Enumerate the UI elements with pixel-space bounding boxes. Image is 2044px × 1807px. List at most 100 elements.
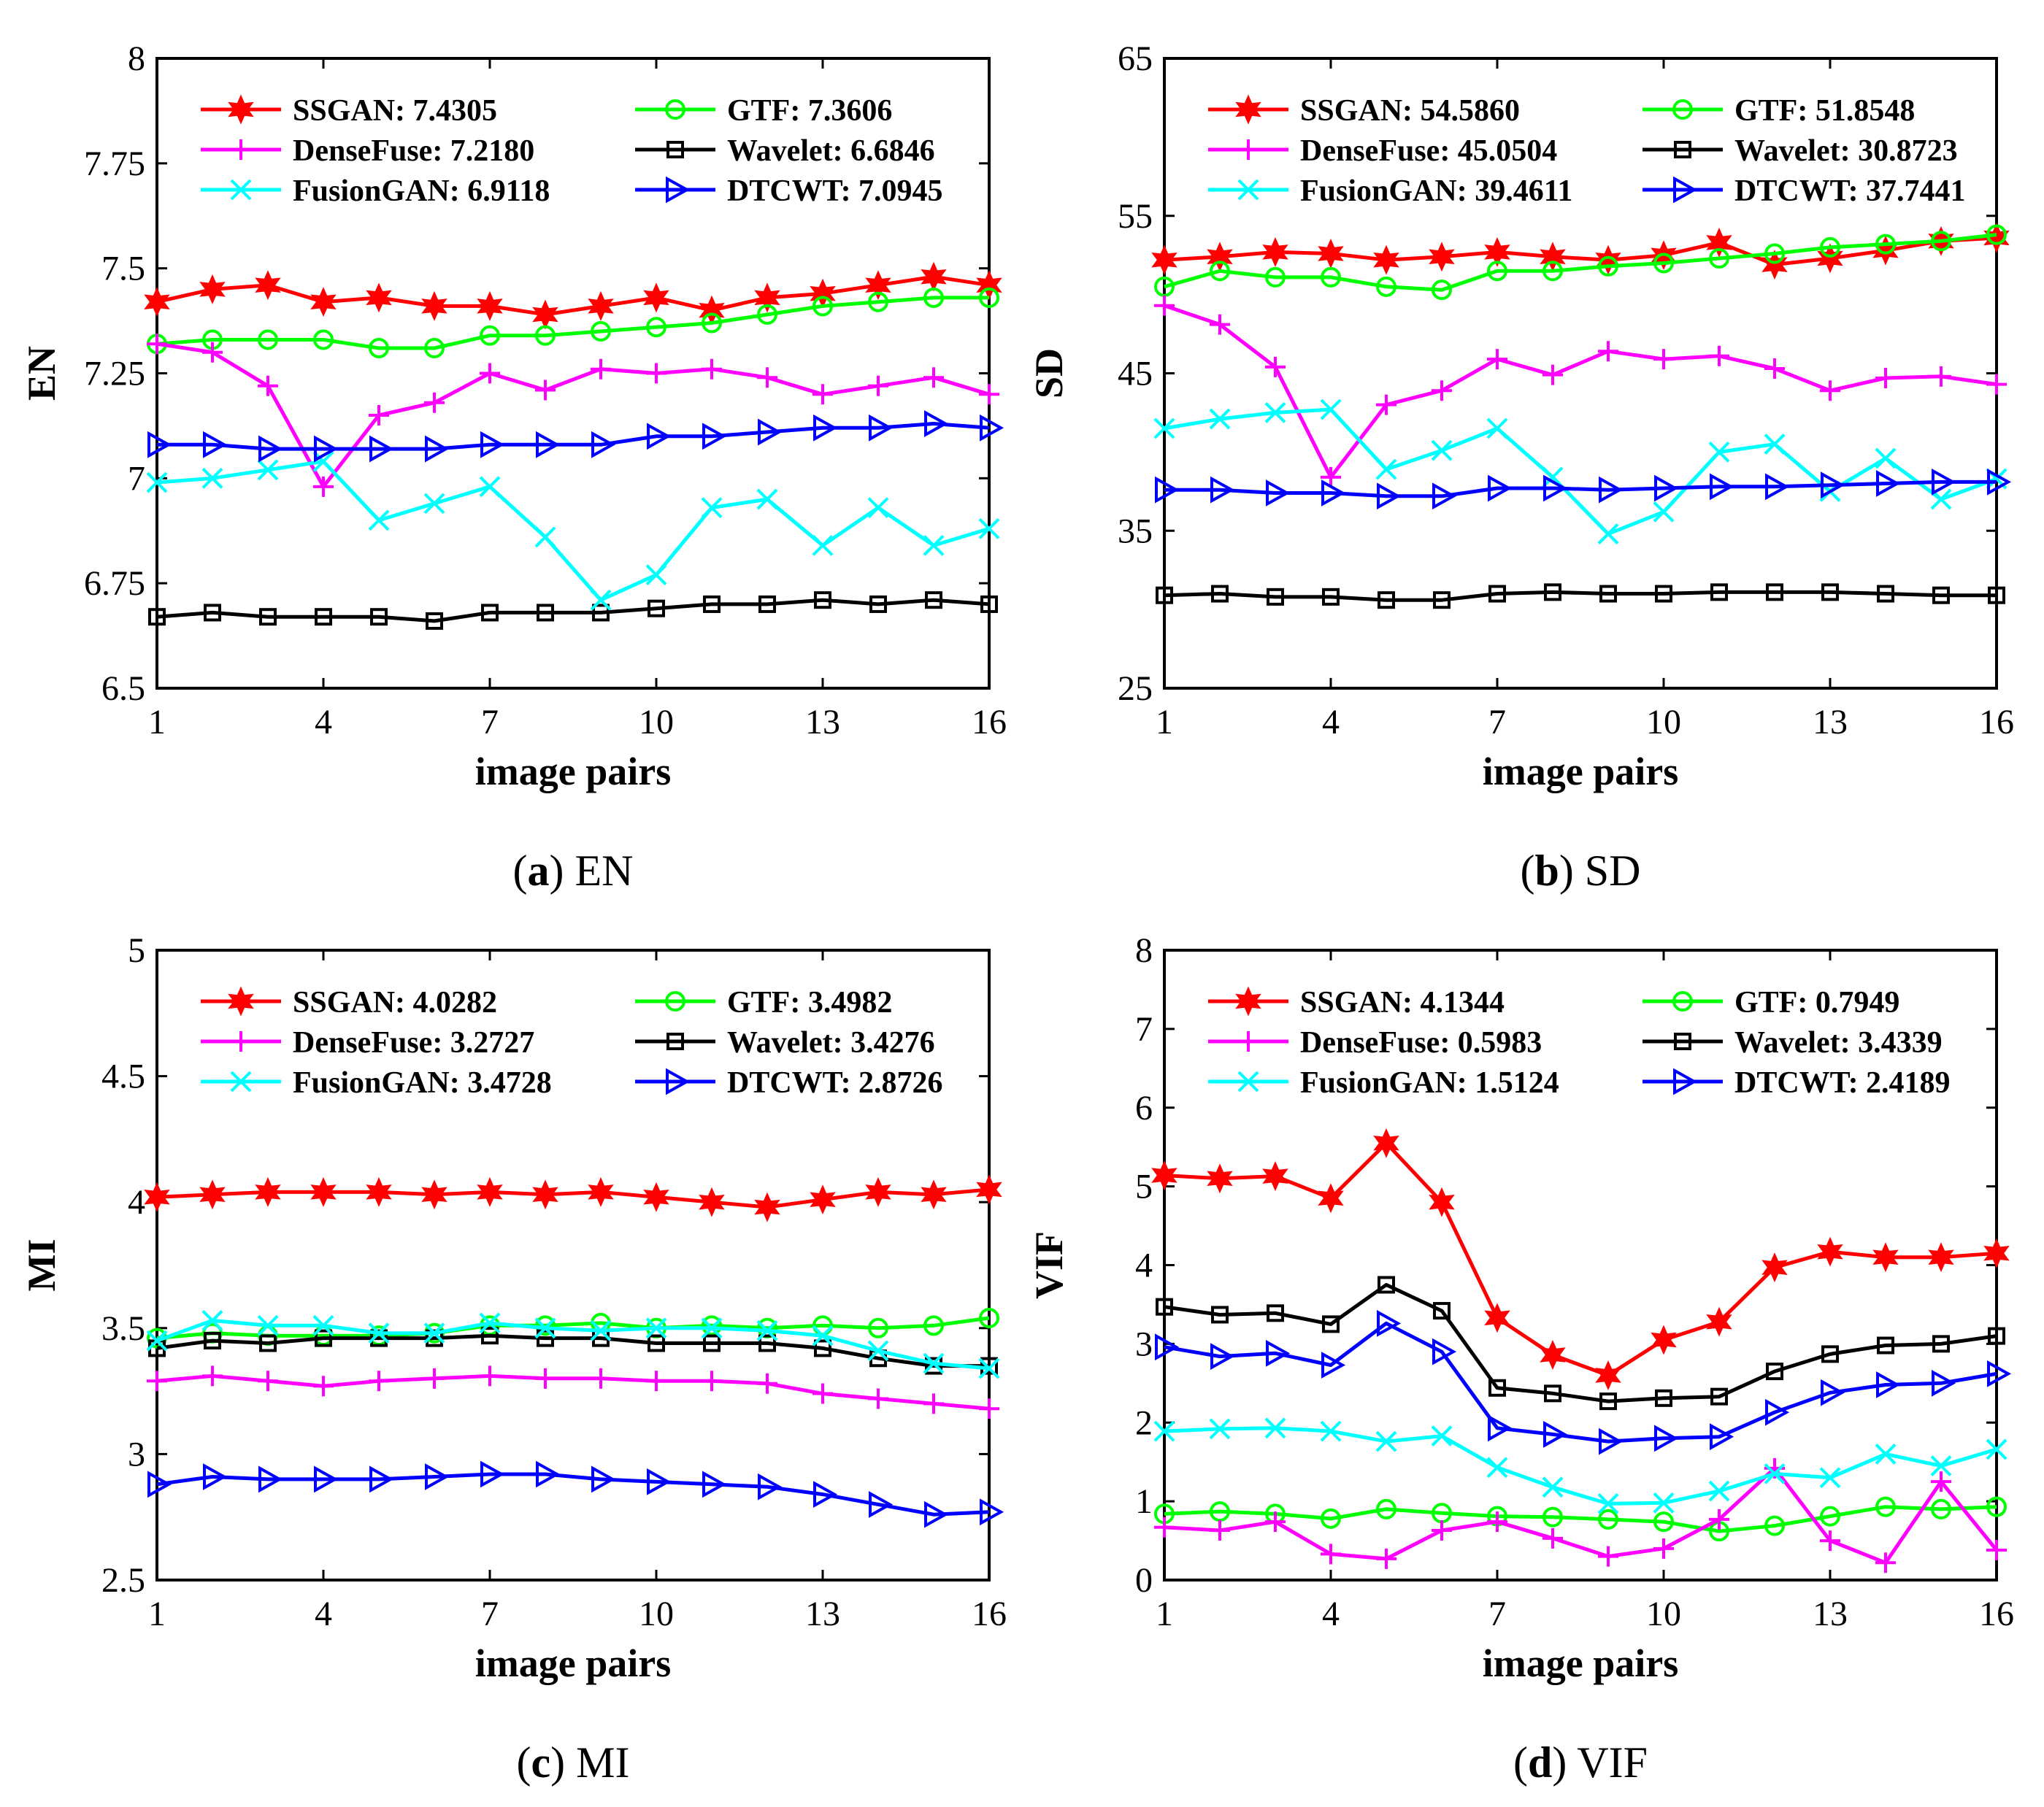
- data-point: [1542, 364, 1563, 385]
- data-point: [313, 476, 334, 497]
- legend-entry: GTF: 7.3606: [635, 94, 892, 128]
- legend-marker: [665, 99, 685, 120]
- data-point: [978, 1357, 1000, 1379]
- data-point: [1267, 1304, 1284, 1322]
- data-point: [479, 1312, 501, 1334]
- data-point: [1821, 1345, 1839, 1363]
- data-point: [1710, 1387, 1728, 1406]
- data-point: [1764, 358, 1785, 379]
- legend-marker: [1673, 1068, 1698, 1095]
- data-point: [868, 291, 888, 312]
- data-point: [480, 431, 505, 458]
- data-point: [1817, 1236, 1843, 1267]
- data-point: [199, 274, 226, 304]
- y-tick-label: 3: [128, 1435, 145, 1473]
- y-tick-label: 45: [1118, 355, 1153, 393]
- data-point: [314, 1465, 339, 1493]
- data-point: [869, 1491, 894, 1518]
- data-point: [535, 379, 556, 401]
- legend-entry: SSGAN: 4.1344: [1208, 986, 1505, 1020]
- data-point: [1484, 236, 1510, 267]
- data-point: [812, 1325, 834, 1346]
- legend-marker: [228, 986, 254, 1017]
- data-point: [1598, 1509, 1618, 1530]
- legend-entry: DenseFuse: 45.0504: [1208, 134, 1557, 168]
- data-point: [1429, 242, 1455, 272]
- data-point: [477, 1176, 503, 1207]
- data-point: [1320, 1420, 1342, 1442]
- data-point: [1986, 1540, 2007, 1561]
- data-point: [1375, 1430, 1397, 1452]
- legend-marker: [231, 1031, 251, 1052]
- data-point: [366, 1176, 392, 1207]
- chart-panel-sd: 1 4 7 10 13 16 25 35 45 55 65 image pairs SD SSGAN: 5…: [1027, 39, 2014, 895]
- data-point: [1154, 1517, 1175, 1538]
- data-point: [1817, 243, 1843, 274]
- data-point: [258, 375, 278, 396]
- data-point: [1153, 1420, 1175, 1442]
- x-tick-label: 7: [1488, 1595, 1506, 1633]
- data-point: [313, 329, 334, 350]
- data-point: [1766, 583, 1783, 601]
- y-tick-label: 3: [1135, 1325, 1153, 1363]
- data-point: [481, 1327, 499, 1345]
- legend-label: Wavelet: 3.4339: [1734, 1026, 1943, 1060]
- data-point: [1820, 1530, 1840, 1552]
- data-point: [1876, 1371, 1901, 1398]
- data-point: [646, 317, 666, 338]
- legend-entry: FusionGAN: 39.4611: [1208, 174, 1572, 208]
- data-point: [1155, 476, 1180, 504]
- y-tick-label: 0: [1135, 1561, 1153, 1600]
- data-point: [1431, 439, 1453, 461]
- data-point: [1433, 591, 1451, 609]
- data-point: [204, 1332, 221, 1350]
- series-ssgan: [1151, 223, 2010, 280]
- plot-area: [1163, 949, 1998, 1581]
- data-point: [1377, 482, 1402, 510]
- data-point: [758, 1334, 776, 1352]
- x-tick-label: 13: [805, 1595, 840, 1633]
- data-point: [1710, 1423, 1734, 1451]
- data-point: [1764, 1515, 1785, 1536]
- legend-marker: [666, 141, 684, 158]
- data-point: [1988, 1327, 2005, 1345]
- legend-marker: [1672, 991, 1693, 1012]
- data-point: [258, 329, 278, 350]
- x-tick-label: 1: [1156, 1595, 1173, 1633]
- x-axis-label: image pairs: [1483, 1641, 1678, 1685]
- data-point: [923, 287, 944, 308]
- data-point: [477, 290, 503, 321]
- series-line: [1164, 407, 1997, 536]
- data-point: [315, 1329, 332, 1347]
- data-point: [1321, 1508, 1341, 1529]
- data-point: [1761, 250, 1788, 280]
- data-point: [980, 1357, 998, 1375]
- data-point: [1209, 1418, 1231, 1440]
- y-tick-label: 5: [1135, 1168, 1153, 1206]
- panel-caption: (d) VIF: [1513, 1738, 1648, 1787]
- data-point: [757, 1373, 777, 1394]
- data-point: [1598, 255, 1618, 277]
- legend-label: FusionGAN: 39.4611: [1300, 174, 1572, 208]
- data-point: [1543, 474, 1568, 502]
- data-point: [1986, 374, 2007, 395]
- data-point: [310, 1176, 337, 1207]
- legend-marker: [665, 991, 685, 1012]
- series-dtcwt: [147, 1460, 1004, 1528]
- data-point: [1872, 1242, 1899, 1273]
- legend-marker: [1237, 1071, 1259, 1093]
- data-point: [758, 418, 783, 446]
- data-point: [1378, 591, 1395, 609]
- data-point: [1931, 231, 1951, 252]
- data-point: [1653, 253, 1674, 274]
- data-point: [146, 1330, 168, 1352]
- data-point: [1986, 1438, 2008, 1460]
- legend-label: DTCWT: 37.7441: [1734, 174, 1966, 208]
- data-point: [368, 1322, 390, 1344]
- data-point: [201, 1310, 223, 1331]
- legend-marker: [666, 1033, 684, 1050]
- data-point: [148, 608, 166, 626]
- series-line: [1164, 1141, 1997, 1377]
- data-point: [1321, 466, 1341, 488]
- data-point: [703, 595, 721, 613]
